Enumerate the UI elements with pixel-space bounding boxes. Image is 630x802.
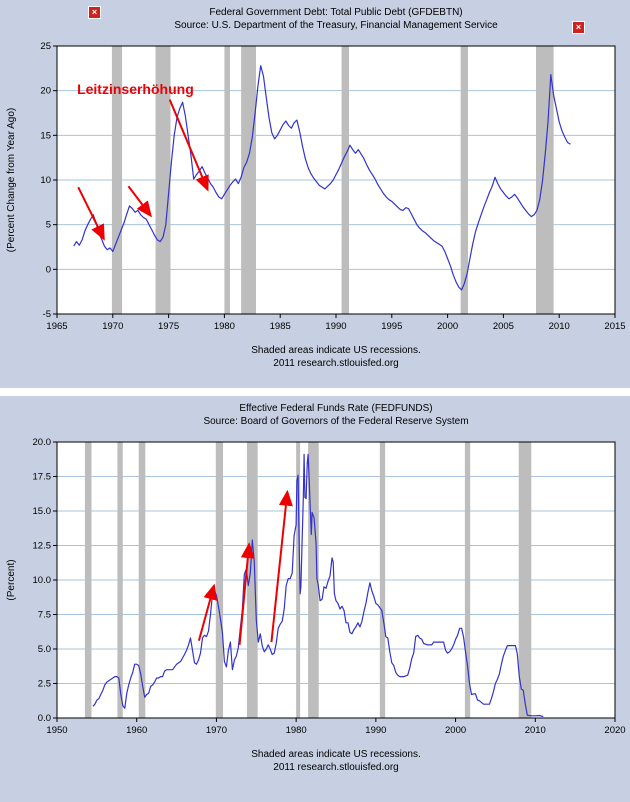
- svg-text:Leitzinserhöhung: Leitzinserhöhung: [77, 81, 194, 97]
- svg-text:2010: 2010: [525, 725, 546, 736]
- svg-text:0.0: 0.0: [38, 713, 51, 724]
- chart-title: Federal Government Debt: Total Public De…: [209, 7, 463, 18]
- svg-text:2.5: 2.5: [38, 679, 51, 690]
- svg-text:17.5: 17.5: [33, 472, 52, 483]
- svg-text:0: 0: [46, 264, 51, 275]
- svg-text:2000: 2000: [445, 725, 466, 736]
- svg-text:1950: 1950: [46, 725, 67, 736]
- svg-text:2000: 2000: [437, 321, 458, 332]
- svg-text:2010: 2010: [549, 321, 570, 332]
- svg-text:1965: 1965: [46, 321, 67, 332]
- svg-text:5.0: 5.0: [38, 644, 51, 655]
- fedfunds-chart-panel: Effective Federal Funds Rate (FEDFUNDS) …: [0, 396, 630, 802]
- svg-text:1960: 1960: [126, 725, 147, 736]
- broken-image-icon: ×: [88, 6, 101, 19]
- chart-subtitle: Source: U.S. Department of the Treasury,…: [174, 20, 498, 31]
- svg-text:(Percent Change from Year Ago): (Percent Change from Year Ago): [6, 108, 17, 253]
- fedfunds-chart-plot: 0.0 2.5 5.0 7.5 10.0 12.5 15.0 17.5 20.0 1950 1960…: [6, 437, 626, 736]
- svg-text:20.0: 20.0: [33, 437, 52, 448]
- recession-note: Shaded areas indicate US recessions.: [251, 749, 421, 760]
- svg-text:1980: 1980: [286, 725, 307, 736]
- svg-text:1985: 1985: [270, 321, 291, 332]
- svg-text:1990: 1990: [325, 321, 346, 332]
- svg-text:1980: 1980: [214, 321, 235, 332]
- svg-text:2015: 2015: [604, 321, 625, 332]
- recession-note: Shaded areas indicate US recessions.: [251, 345, 421, 356]
- svg-text:2020: 2020: [604, 725, 625, 736]
- svg-text:10: 10: [40, 175, 51, 186]
- svg-text:1995: 1995: [381, 321, 402, 332]
- svg-text:20: 20: [40, 86, 51, 97]
- svg-text:1990: 1990: [365, 725, 386, 736]
- svg-text:1970: 1970: [206, 725, 227, 736]
- svg-text:10.0: 10.0: [33, 575, 52, 586]
- source-note: 2011 research.stlouisfed.org: [273, 762, 399, 773]
- chart-title: Effective Federal Funds Rate (FEDFUNDS): [239, 403, 433, 414]
- svg-text:12.5: 12.5: [33, 541, 52, 552]
- svg-text:1970: 1970: [102, 321, 123, 332]
- panel-divider: [0, 388, 630, 396]
- svg-text:5: 5: [46, 220, 51, 231]
- svg-text:1975: 1975: [158, 321, 179, 332]
- chart-subtitle: Source: Board of Governors of the Federa…: [203, 416, 469, 427]
- svg-text:7.5: 7.5: [38, 610, 51, 621]
- svg-text:25: 25: [40, 41, 51, 52]
- svg-text:2005: 2005: [493, 321, 514, 332]
- broken-image-icon: ×: [572, 21, 585, 34]
- svg-text:15: 15: [40, 130, 51, 141]
- source-note: 2011 research.stlouisfed.org: [273, 358, 399, 369]
- debt-chart-panel: × × Federal Government Debt: Total Publi…: [0, 0, 630, 388]
- svg-text:-5: -5: [43, 309, 51, 320]
- debt-chart-plot: Leitzinserhöhung -5 0 5 10 15 20 25 1965 1970 1975…: [6, 41, 626, 332]
- svg-text:(Percent): (Percent): [6, 559, 17, 600]
- svg-text:15.0: 15.0: [33, 506, 52, 517]
